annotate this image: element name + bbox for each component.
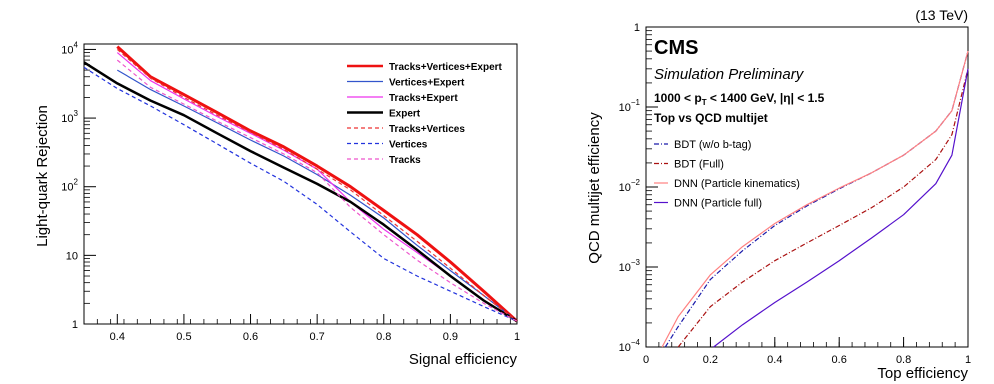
left-y-axis-title: Light-quark Rejection xyxy=(34,105,51,247)
series-bdt-full-line xyxy=(677,68,969,348)
legend-label-dnn-particle-kinematics: DNN (Particle kinematics) xyxy=(674,178,800,190)
process-label: Top vs QCD multijet xyxy=(654,111,768,125)
legend-label-expert: Expert xyxy=(389,109,421,120)
selection-label: 1000 < pT < 1400 GeV, |η| < 1.5 xyxy=(654,91,825,107)
l-y-tick-label: 10 xyxy=(66,250,78,262)
legend-label-tracks: Tracks xyxy=(389,155,421,166)
legend-label-tracks-expert: Tracks+Expert xyxy=(389,93,458,104)
l-x-tick-label: 0.4 xyxy=(110,331,125,343)
series-expert-line xyxy=(83,61,518,323)
r-x-tick-label: 1 xyxy=(965,354,971,366)
series-vertices-expert-line xyxy=(116,69,518,322)
l-x-tick-label: 0.8 xyxy=(376,331,391,343)
left-ticks: 0.4 0.5 0.6 0.7 0.8 0.9 1 1 10 102 103 104 xyxy=(61,40,520,343)
r-x-tick-label: 0.8 xyxy=(896,354,911,366)
series-bdt-w-o-b-tag-line xyxy=(664,50,969,348)
right-ticks: 0 0.2 0.4 0.6 0.8 1 10−4 10−3 10−2 10−1 1 xyxy=(619,22,971,366)
legend-label-vertices-expert: Vertices+Expert xyxy=(389,78,465,89)
left-x-axis-title: Signal efficiency xyxy=(409,351,518,368)
left-legend: Tracks+Vertices+Expert Vertices+Expert Tra… xyxy=(347,62,503,166)
r-x-tick-label: 0.6 xyxy=(832,354,847,366)
l-y-tick-label: 1 xyxy=(72,319,78,331)
right-chart: 0 0.2 0.4 0.6 0.8 1 10−4 10−3 10−2 10−1 1 QCD mult… xyxy=(586,7,971,382)
l-x-tick-label: 0.6 xyxy=(243,331,258,343)
r-y-tick-label: 1 xyxy=(634,22,640,34)
l-y-tick-label: 102 xyxy=(61,178,78,194)
r-y-tick-label: 10−4 xyxy=(619,338,641,354)
experiment-label: CMS xyxy=(654,37,698,59)
r-y-tick-label: 10−2 xyxy=(619,178,641,194)
left-plot-frame xyxy=(83,43,518,325)
l-x-tick-label: 0.5 xyxy=(176,331,191,343)
series-vertices-line xyxy=(83,66,518,322)
r-x-tick-label: 0.4 xyxy=(767,354,782,366)
l-x-tick-label: 1 xyxy=(514,331,520,343)
right-x-axis-title: Top efficiency xyxy=(877,365,968,382)
legend-label-dnn-particle-full: DNN (Particle full) xyxy=(674,198,762,210)
energy-label: (13 TeV) xyxy=(915,7,968,23)
series-tracks-vertices-expert-line xyxy=(116,45,519,323)
legend-label-bdt-w-o-b-tag: BDT (w/o b-tag) xyxy=(674,139,751,151)
r-y-tick-label: 10−3 xyxy=(619,258,641,274)
legend-label-tracks-vertices-expert: Tracks+Vertices+Expert xyxy=(389,62,503,73)
series-dnn-particle-kinematics-line xyxy=(661,50,969,348)
l-y-tick-label: 104 xyxy=(61,40,78,56)
legend-label-vertices: Vertices xyxy=(389,140,428,151)
right-y-axis-title: QCD multijet efficiency xyxy=(586,112,603,264)
r-y-tick-label: 10−1 xyxy=(619,98,641,114)
series-tracks-vertices-line xyxy=(116,48,518,322)
r-x-tick-label: 0.2 xyxy=(703,354,718,366)
legend-label-tracks-vertices: Tracks+Vertices xyxy=(389,124,465,135)
r-x-tick-label: 0 xyxy=(643,354,649,366)
l-x-tick-label: 0.9 xyxy=(443,331,458,343)
left-series-lines xyxy=(83,45,519,323)
left-chart: 0.4 0.5 0.6 0.7 0.8 0.9 1 1 10 102 103 104 Light-qu… xyxy=(34,40,520,368)
series-dnn-particle-full-line xyxy=(713,68,969,348)
series-tracks-line xyxy=(116,59,518,322)
right-series-lines xyxy=(661,50,969,348)
legend-label-bdt-full: BDT (Full) xyxy=(674,159,724,171)
l-x-tick-label: 0.7 xyxy=(310,331,325,343)
l-y-tick-label: 103 xyxy=(61,109,78,125)
experiment-sub-label: Simulation Preliminary xyxy=(654,66,805,83)
right-legend: BDT (w/o b-tag) BDT (Full) DNN (Particle k… xyxy=(654,139,800,210)
